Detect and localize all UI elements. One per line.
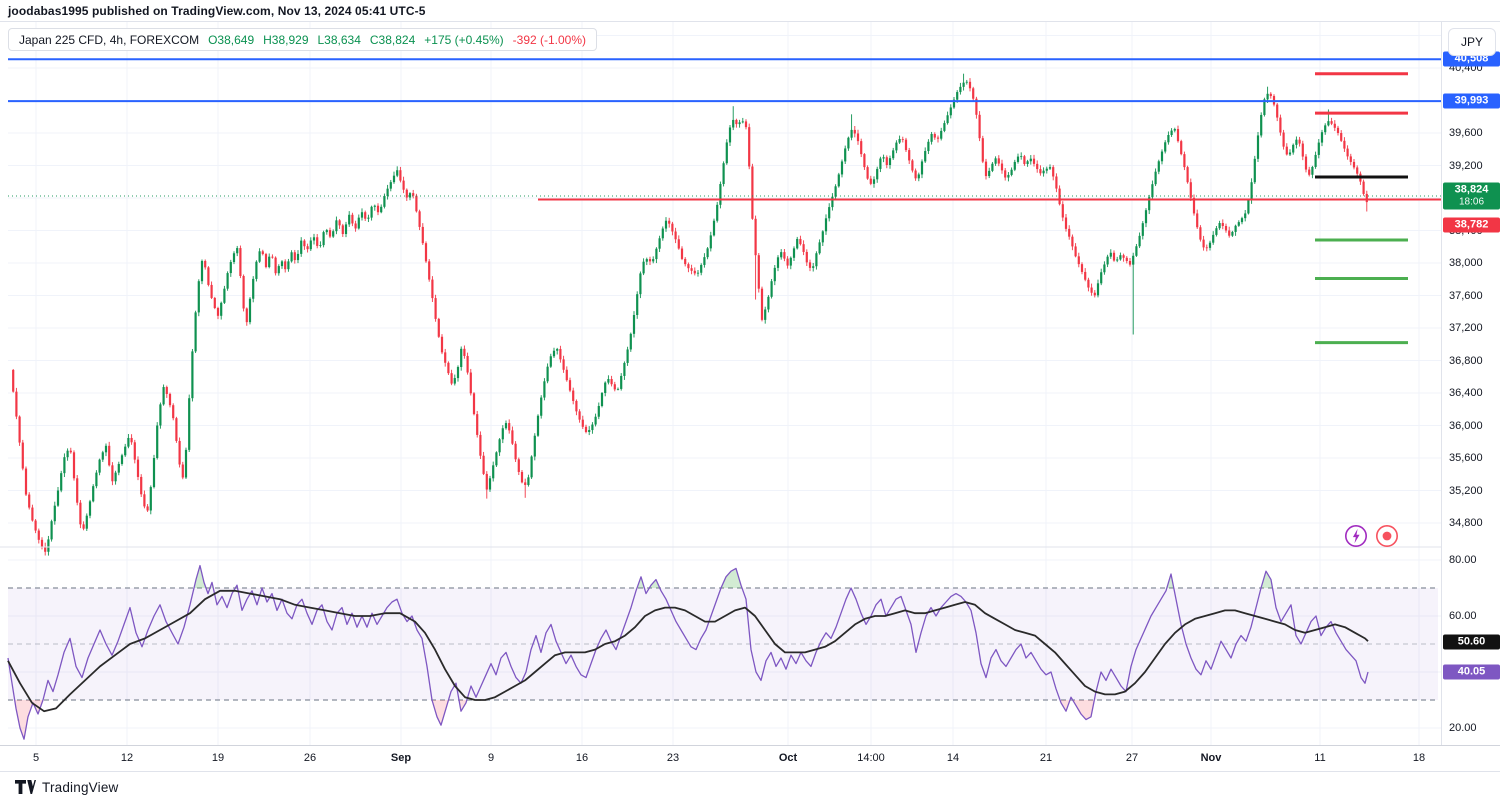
chart-canvas[interactable] [0,22,1441,745]
candlesticks [12,73,1368,556]
legend-session-change: -392 (-1.00%) [512,32,587,47]
price-tick-label: 34,800 [1449,517,1483,529]
time-tick-nov: Nov [1200,752,1222,764]
time-tick-14:00: 14:00 [857,752,885,764]
price-label-39993: 39,993 [1443,93,1500,109]
drawn-lines [8,58,1441,345]
price-axis[interactable]: JPY 40,80040,40040,00039,60039,20038,800… [1441,22,1500,745]
time-tick-12: 12 [120,752,134,764]
time-tick-oct: Oct [778,752,798,764]
time-tick-23: 23 [666,752,680,764]
price-tick-label: 35,200 [1449,484,1483,497]
tradingview-brand-text[interactable]: TradingView [42,780,119,795]
publish-info-text: joodabas1995 published on TradingView.co… [8,3,426,18]
legend-close: C38,824 [369,32,416,47]
rsi-tick-label: 60.00 [1449,610,1477,622]
grid-lines [8,22,1441,745]
price-tick-label: 38,000 [1449,257,1483,269]
legend-high: H38,929 [263,32,309,47]
tradingview-logo-icon[interactable] [15,780,36,795]
legend-open: O38,649 [208,32,255,47]
time-tick-5: 5 [32,752,40,764]
time-tick-27: 27 [1125,752,1139,764]
time-tick-21: 21 [1039,752,1053,764]
price-tick-label: 39,600 [1449,127,1483,139]
symbol-legend[interactable]: Japan 225 CFD, 4h, FOREXCOM O38,649 H38,… [8,28,598,51]
price-label-38782: 38,782 [1443,217,1500,233]
rsi-label-40.05: 40.05 [1443,664,1500,680]
price-tick-label: 36,000 [1449,419,1483,432]
quick-trade-buttons [1344,524,1399,548]
price-tick-label: 36,400 [1449,387,1483,399]
time-tick-19: 19 [211,752,225,764]
price-tick-label: 37,600 [1449,289,1483,302]
legend-change: +175 (+0.45%) [424,32,504,47]
time-tick-11: 11 [1314,752,1326,764]
rsi-tick-label: 80.00 [1449,554,1477,566]
price-tick-label: 37,200 [1449,322,1483,334]
symbol-title[interactable]: Japan 225 CFD, 4h, FOREXCOM [19,32,200,47]
legend-low: L38,634 [317,32,361,47]
time-tick-9: 9 [487,752,495,764]
time-tick-26: 26 [303,752,317,764]
price-tick-label: 36,800 [1449,354,1483,367]
time-axis[interactable]: 5 12 19 26 Sep 9 16 23 Oct 14:00 14 21 27 Nov 11 18 [0,745,1500,772]
price-tick-label: 35,600 [1449,452,1483,464]
time-tick-14: 14 [946,752,960,764]
time-tick-16: 16 [575,752,589,764]
rsi-label-50.60: 50.60 [1443,634,1500,650]
price-tick-label: 39,200 [1449,159,1483,172]
publish-info-bar: joodabas1995 published on TradingView.co… [0,0,1500,22]
time-tick-18: 18 [1412,752,1426,764]
time-tick-sep: Sep [390,752,412,764]
record-price-icon[interactable] [1375,524,1399,548]
rsi-lines [7,564,1369,740]
price-label-38824: 38,824 18:06 [1443,182,1500,210]
instant-order-icon[interactable] [1344,524,1368,548]
footer-bar: TradingView [0,773,1500,802]
currency-toggle-button[interactable]: JPY [1448,28,1496,56]
rsi-tick-label: 20.00 [1449,722,1477,734]
rsi-band [8,587,1438,701]
